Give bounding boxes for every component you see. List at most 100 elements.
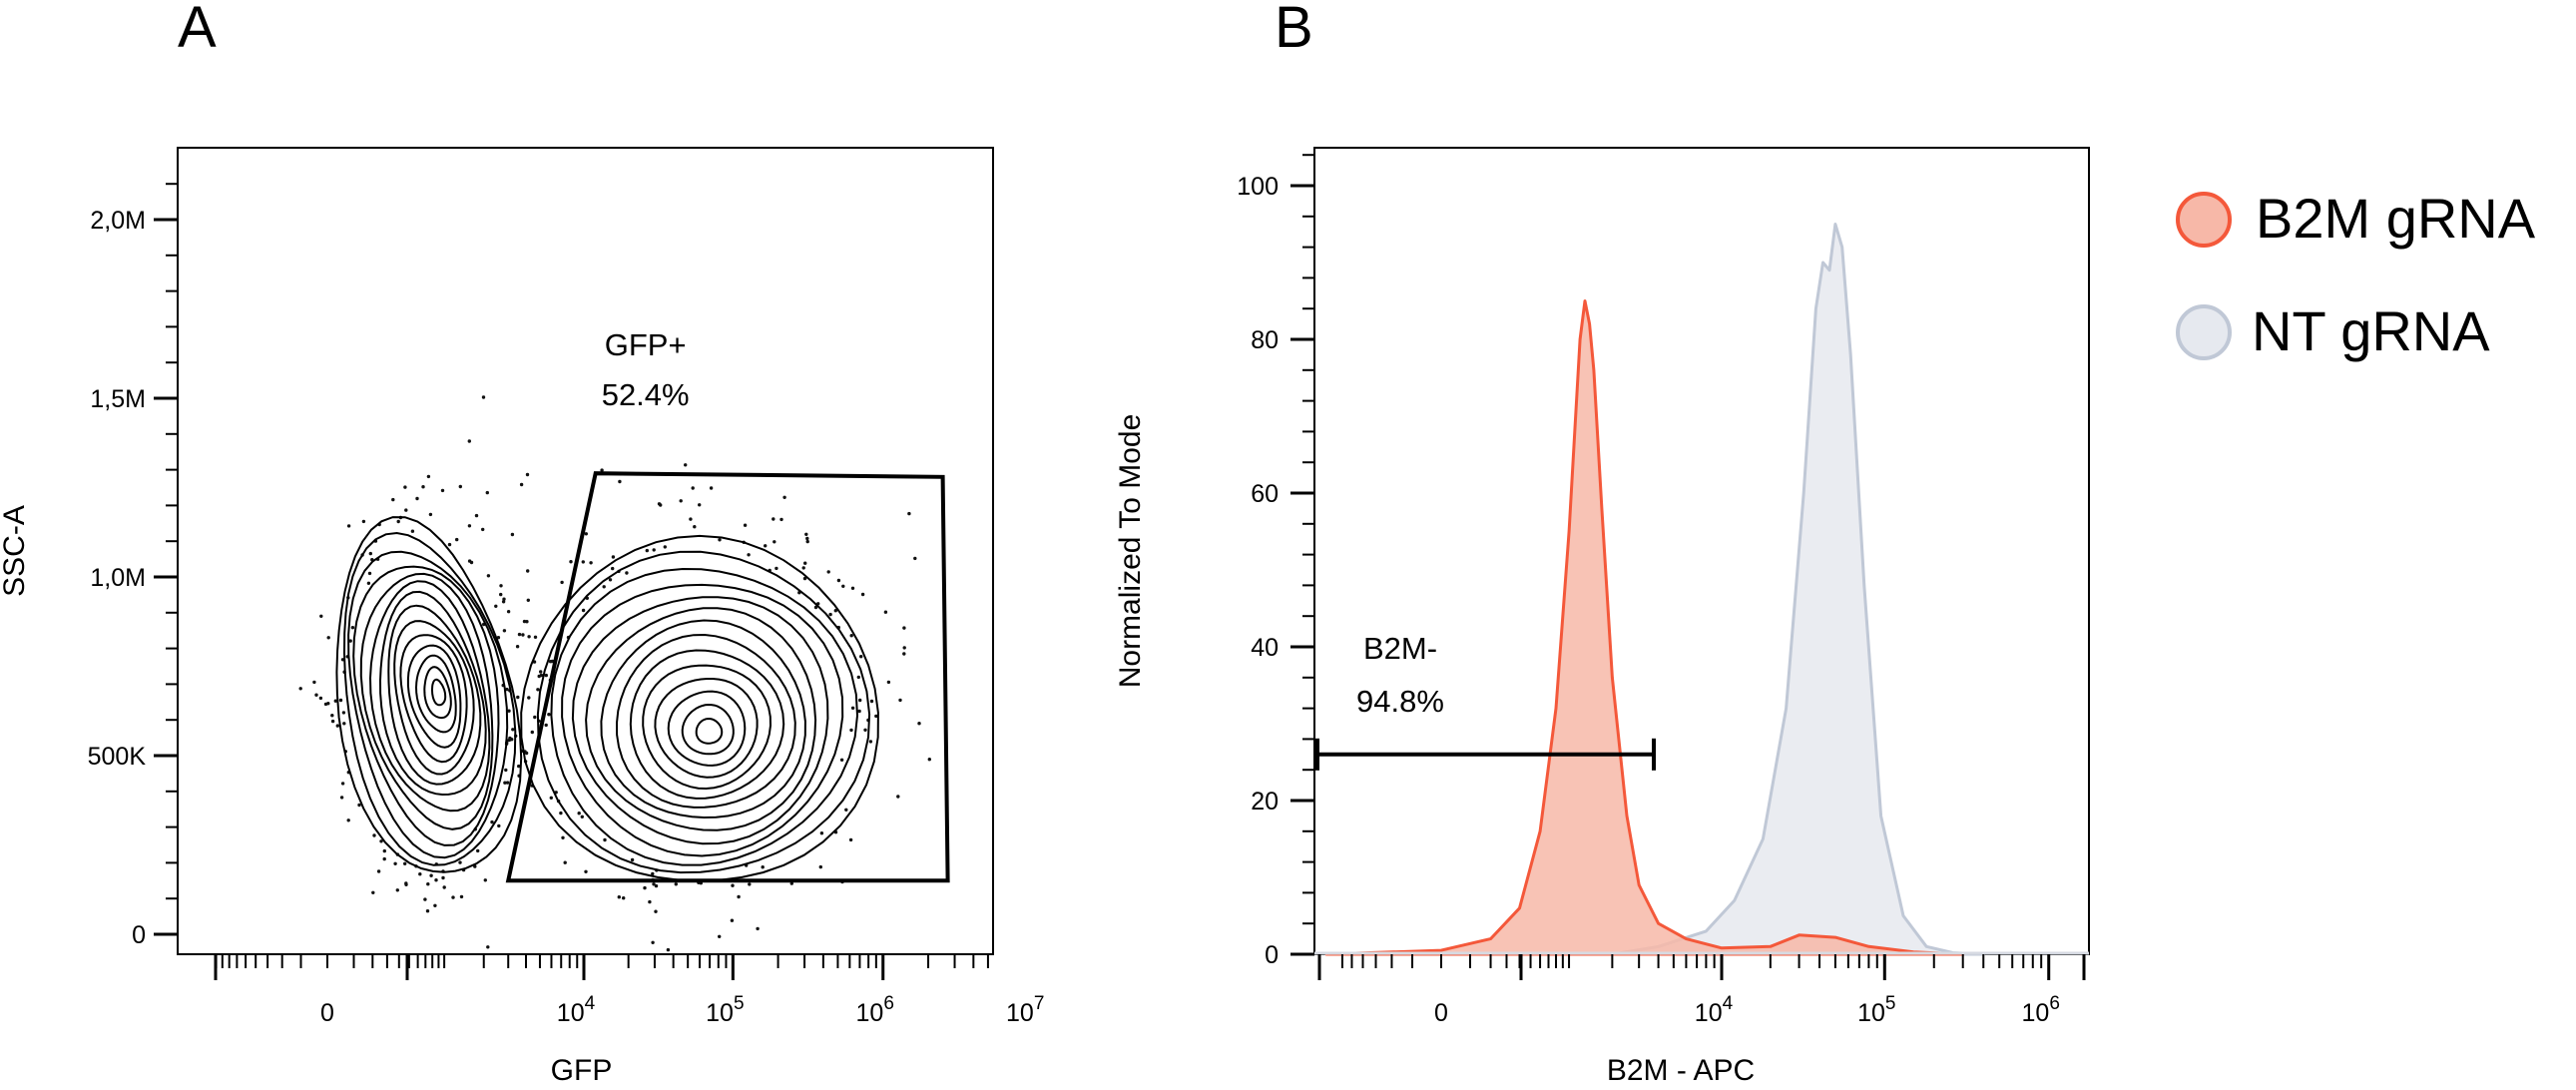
- y-axis-label: SSC-A: [0, 505, 31, 597]
- contour-line: [378, 590, 487, 797]
- event-dot: [691, 486, 695, 490]
- event-dot: [602, 585, 606, 589]
- event-dot: [346, 524, 351, 528]
- event-dot: [589, 561, 593, 565]
- contour-line: [335, 516, 523, 873]
- event-dot: [801, 566, 805, 570]
- event-dot: [404, 882, 408, 886]
- event-dot: [856, 675, 860, 680]
- event-dot: [503, 781, 507, 785]
- legend-item[interactable]: NT gRNA: [2176, 299, 2490, 362]
- gate-label-name: B2M-: [1363, 631, 1437, 666]
- panel-letter-b: B: [1275, 0, 1313, 60]
- event-dot: [527, 696, 531, 700]
- event-dot: [549, 796, 553, 800]
- event-dot: [434, 878, 438, 882]
- event-dot: [372, 833, 376, 837]
- event-dot: [651, 940, 655, 944]
- x-axis-label: GFP: [551, 1054, 613, 1087]
- histogram-series: [1314, 223, 2089, 956]
- event-dot: [527, 635, 531, 639]
- y-tick-label: 100: [1237, 173, 1279, 201]
- event-dot: [502, 629, 507, 633]
- legend-item[interactable]: B2M gRNA: [2176, 187, 2536, 250]
- contour-line: [399, 634, 468, 764]
- event-dot: [818, 864, 822, 869]
- event-dot: [625, 571, 629, 575]
- x-tick-label: 0: [320, 999, 334, 1027]
- gfp-positive-gate[interactable]: [505, 471, 950, 883]
- event-dot: [533, 715, 537, 720]
- event-dot: [850, 706, 855, 710]
- event-dot: [382, 848, 386, 853]
- gate-label-percent: 94.8%: [1356, 684, 1444, 719]
- event-dot: [494, 604, 498, 608]
- event-dot: [863, 728, 867, 732]
- contour-line: [550, 567, 859, 866]
- event-dot: [539, 673, 544, 678]
- event-dot: [524, 751, 529, 756]
- event-dot: [319, 614, 323, 618]
- contour-line: [654, 678, 759, 779]
- event-dot: [376, 869, 381, 873]
- event-dot: [330, 714, 334, 718]
- y-tick-label: 1,5M: [90, 385, 146, 413]
- histogram-nt-grna: [1610, 223, 1985, 956]
- event-dot: [326, 636, 330, 640]
- event-dot: [312, 680, 316, 685]
- event-dot: [447, 542, 452, 547]
- contour-line: [561, 583, 844, 857]
- event-dot: [654, 883, 659, 888]
- event-dot: [516, 695, 520, 700]
- y-tick-label: 20: [1251, 788, 1279, 816]
- event-dot: [361, 519, 366, 524]
- y-tick-label: 40: [1251, 634, 1279, 662]
- event-dot: [483, 878, 487, 882]
- event-dot: [505, 687, 509, 692]
- event-dot: [844, 808, 848, 812]
- event-dot: [544, 673, 548, 678]
- event-dot: [747, 553, 751, 557]
- event-dot: [748, 882, 752, 886]
- event-dot: [622, 896, 626, 900]
- event-dot: [403, 861, 407, 865]
- contour-lines: [335, 516, 879, 882]
- x-tick-label: 105: [1857, 993, 1895, 1027]
- event-dot: [659, 503, 663, 507]
- y-axis: 0 20 40 60 80 100: [1237, 154, 1314, 969]
- event-dot: [547, 713, 551, 717]
- event-dot: [298, 687, 302, 691]
- event-dot: [502, 597, 506, 601]
- event-dot: [368, 551, 372, 556]
- event-dot: [451, 895, 455, 899]
- event-dot: [674, 882, 678, 886]
- event-dot: [849, 728, 853, 733]
- event-dot: [898, 698, 902, 703]
- event-dot: [505, 781, 510, 785]
- event-dot: [497, 823, 501, 828]
- y-tick-label: 2,0M: [90, 207, 146, 235]
- event-dot: [850, 586, 855, 590]
- event-dot: [467, 439, 471, 443]
- event-dot: [338, 698, 343, 703]
- event-dot: [341, 711, 346, 715]
- contour-line: [387, 604, 482, 786]
- event-dot: [651, 871, 655, 876]
- event-dot: [536, 688, 540, 692]
- contour-line: [615, 633, 796, 809]
- event-dot: [833, 609, 837, 613]
- event-dot: [522, 619, 527, 624]
- contour-line: [359, 572, 494, 830]
- y-tick-label: 0: [132, 921, 146, 949]
- contour-line: [352, 565, 500, 846]
- event-dot: [756, 926, 760, 931]
- event-dot: [426, 882, 430, 886]
- contour-line: [368, 580, 491, 813]
- contour-line: [629, 649, 785, 800]
- event-dot: [743, 523, 748, 527]
- event-dot: [883, 610, 888, 614]
- contour-line: [520, 534, 879, 882]
- event-dot: [544, 723, 548, 728]
- event-dot: [348, 639, 352, 643]
- b2m-negative-gate[interactable]: [1315, 738, 1656, 771]
